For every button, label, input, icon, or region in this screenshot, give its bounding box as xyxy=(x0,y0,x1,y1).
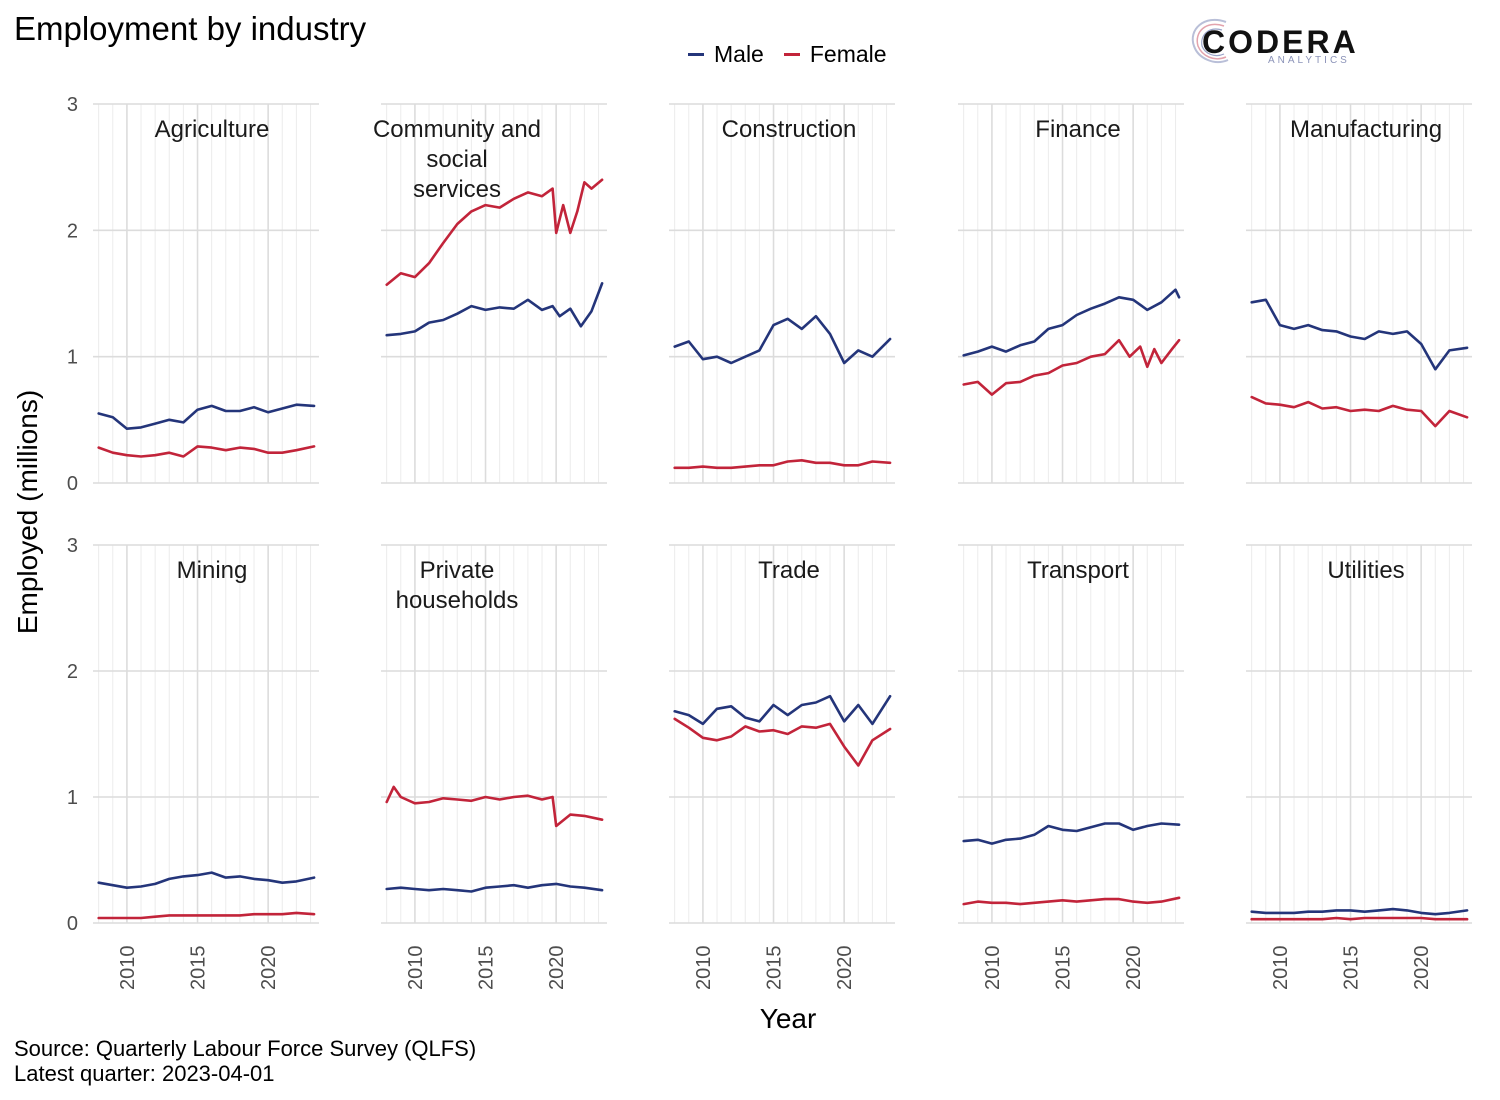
series-line-manufacturing-female xyxy=(1250,395,1469,428)
x-tick-label: 2020 xyxy=(834,946,856,991)
y-tick-label: 0 xyxy=(67,473,78,495)
series-line-private-households-female xyxy=(385,785,604,828)
series-line-community-and-social-services-male xyxy=(385,282,604,337)
series-line-mining-female xyxy=(97,911,316,920)
series-line-finance-female xyxy=(962,338,1181,396)
series-line-construction-female xyxy=(673,458,892,470)
legend-key-male xyxy=(688,52,704,56)
strip-label-mining: Mining xyxy=(177,557,248,584)
strip-label-finance: Finance xyxy=(1035,116,1120,143)
x-tick-label: 2020 xyxy=(1123,946,1145,991)
series-line-community-and-social-services-female xyxy=(385,178,604,287)
source-line: Source: Quarterly Labour Force Survey (Q… xyxy=(14,1036,477,1061)
logo-swirl-icon xyxy=(1191,19,1229,64)
legend-label-male: Male xyxy=(714,40,764,67)
series-line-agriculture-female xyxy=(97,445,316,458)
x-tick-label: 2010 xyxy=(693,946,715,991)
y-tick-label: 3 xyxy=(67,535,78,557)
x-tick-label: 2010 xyxy=(117,946,139,991)
series-line-trade-male xyxy=(673,694,892,726)
legend: Male Female xyxy=(688,40,887,68)
series-line-manufacturing-male xyxy=(1250,298,1469,371)
legend-item-male: Male xyxy=(688,41,764,68)
y-tick-label: 0 xyxy=(67,913,78,935)
codera-logo: CODERA ANALYTICS xyxy=(1186,12,1366,70)
y-tick-label: 2 xyxy=(67,661,78,683)
series-line-transport-female xyxy=(962,896,1181,906)
series-line-transport-male xyxy=(962,822,1181,845)
x-tick-label: 2015 xyxy=(1053,946,1075,991)
panel-community-and-social-services: Community and social services xyxy=(373,103,607,484)
strip-label-community-and-social-services: Community and xyxy=(373,116,541,143)
strip-label-utilities: Utilities xyxy=(1327,557,1404,584)
x-tick-label: 2015 xyxy=(1341,946,1363,991)
legend-item-female: Female xyxy=(783,40,887,68)
strip-label-construction: Construction xyxy=(722,116,857,143)
strip-label-community-and-social-services: social xyxy=(426,146,487,173)
x-tick-label: 2020 xyxy=(258,946,280,991)
x-tick-label: 2020 xyxy=(546,946,568,991)
series-line-construction-male xyxy=(673,314,892,365)
panel-transport: Transport 2010 2015 2020 xyxy=(958,544,1184,991)
panel-utilities: Utilities 2010 2015 2020 xyxy=(1246,544,1472,991)
y-tick-label: 3 xyxy=(67,94,78,116)
panel-mining: Mining 0 1 2 3 2010 2015 2020 xyxy=(67,535,319,990)
logo-subtitle: ANALYTICS xyxy=(1268,55,1350,66)
y-axis-title: Employed (millions) xyxy=(12,389,43,635)
source-note: Source: Quarterly Labour Force Survey (Q… xyxy=(14,1036,476,1086)
strip-label-manufacturing: Manufacturing xyxy=(1290,116,1442,143)
series-line-finance-male xyxy=(962,288,1181,357)
panel-finance: Finance xyxy=(958,103,1184,484)
x-tick-label: 2020 xyxy=(1411,946,1433,991)
strip-label-private-households: households xyxy=(396,587,519,614)
series-line-mining-male xyxy=(97,871,316,890)
latest-quarter-line: Latest quarter: 2023-04-01 xyxy=(14,1061,275,1086)
series-line-trade-female xyxy=(673,717,892,767)
series-line-utilities-female xyxy=(1250,916,1469,921)
legend-key-female xyxy=(783,52,800,56)
x-tick-label: 2015 xyxy=(476,946,498,991)
strip-label-transport: Transport xyxy=(1027,557,1129,584)
y-tick-label: 1 xyxy=(67,347,78,369)
series-line-agriculture-male xyxy=(97,403,316,431)
legend-label-female: Female xyxy=(809,40,887,67)
strip-label-agriculture: Agriculture xyxy=(155,116,270,143)
x-axis-title: Year xyxy=(759,1003,817,1034)
series-line-utilities-male xyxy=(1250,907,1469,916)
x-tick-label: 2010 xyxy=(982,946,1004,991)
strip-label-community-and-social-services: services xyxy=(413,176,501,203)
y-tick-label: 2 xyxy=(67,220,78,242)
logo-wordmark: CODERA xyxy=(1202,24,1359,60)
strip-label-private-households: Private xyxy=(420,557,495,584)
panel-private-households: Private households 2010 2015 2020 xyxy=(381,544,607,991)
panel-trade: Trade 2010 2015 2020 xyxy=(669,544,895,991)
x-tick-label: 2010 xyxy=(1270,946,1292,991)
x-tick-label: 2015 xyxy=(188,946,210,991)
series-line-private-households-male xyxy=(385,882,604,893)
y-tick-label: 1 xyxy=(67,787,78,809)
panel-manufacturing: Manufacturing xyxy=(1246,103,1472,484)
chart-title: Employment by industry xyxy=(14,10,367,47)
panel-construction: Construction xyxy=(669,103,895,484)
strip-label-trade: Trade xyxy=(758,557,820,584)
panel-agriculture: Agriculture 0 1 2 3 xyxy=(67,94,319,495)
x-tick-label: 2010 xyxy=(405,946,427,991)
x-tick-label: 2015 xyxy=(764,946,786,991)
